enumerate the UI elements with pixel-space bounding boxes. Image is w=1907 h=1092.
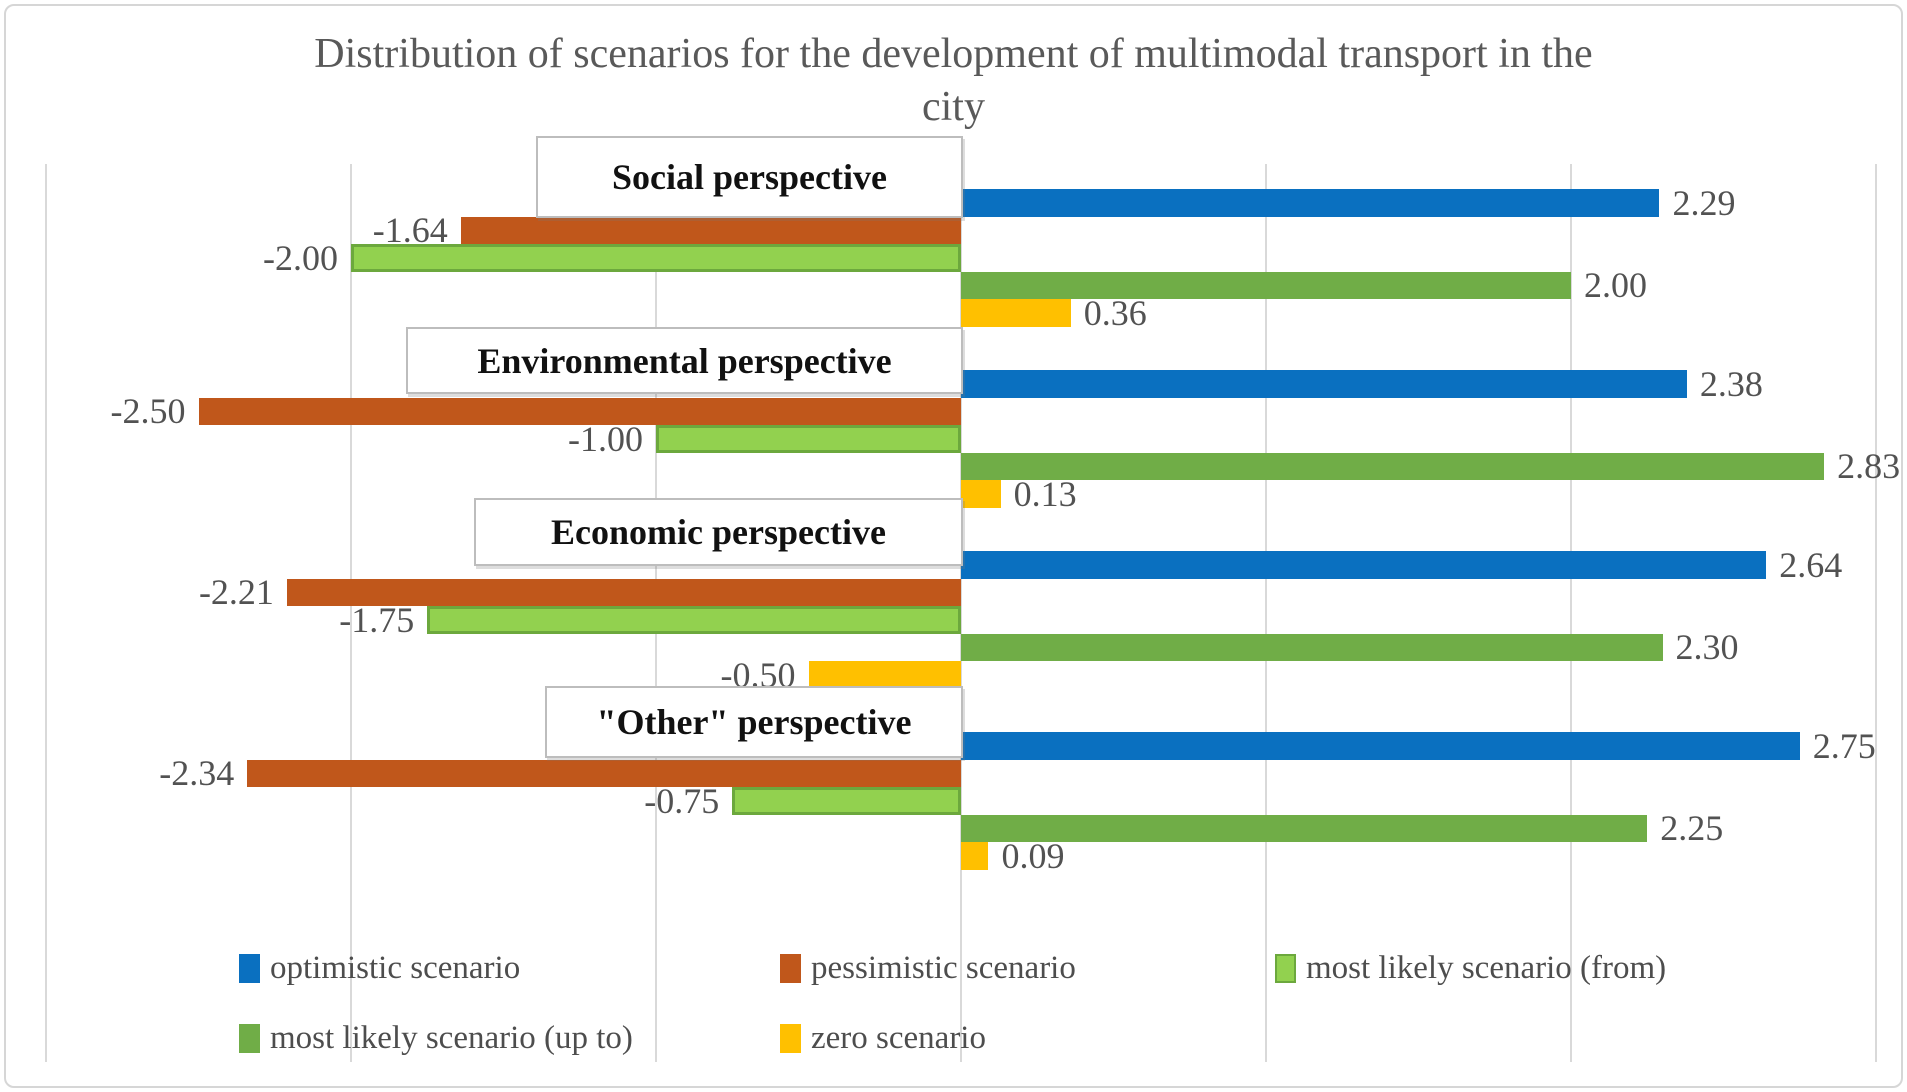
bar-value-label: 2.30: [1675, 627, 1739, 668]
gridline: [960, 164, 962, 1062]
plot-area: 2.29 2.38 2.64 2.75 -1.64 -2.50 -2.21 -2.34 -2.0…: [45, 136, 1900, 1062]
bar-value-label: -2.34: [159, 753, 235, 794]
bar-optimistic-scenario: [961, 551, 1767, 579]
bar-zero-scenario: [961, 299, 1071, 327]
bar-value-label: 2.25: [1660, 808, 1724, 849]
chart-title-text: Distribution of scenarios for the develo…: [314, 31, 1593, 130]
bar-value-label: -2.00: [263, 237, 338, 278]
gridline: [350, 164, 352, 1062]
bar-value-label: 2.64: [1779, 544, 1843, 585]
gridline: [1570, 164, 1572, 1062]
bar-most-likely-scenario-up-to: [961, 271, 1571, 299]
bar-value-label: -1.75: [339, 599, 415, 640]
bar-zero-scenario: [808, 661, 961, 689]
bar-value-label: -0.75: [644, 780, 720, 821]
bar-most-likely-scenario-from: [351, 244, 961, 272]
bar-value-label: 0.09: [1001, 835, 1065, 876]
bar-pessimistic-scenario: [247, 759, 961, 787]
bar-most-likely-scenario-up-to: [961, 814, 1648, 842]
gridline: [45, 164, 47, 1062]
bar-optimistic-scenario: [961, 370, 1687, 398]
bar-most-likely-scenario-from: [427, 606, 961, 634]
bar-value-label: 0.36: [1083, 292, 1147, 333]
bar-value-label: -2.50: [110, 391, 186, 432]
bar-pessimistic-scenario: [198, 397, 961, 425]
bar-value-label: 2.75: [1812, 725, 1876, 766]
category-label-box: Social perspective: [536, 136, 963, 218]
category-label-box: Economic perspective: [474, 498, 963, 566]
bar-zero-scenario: [961, 842, 989, 870]
category-label-box: "Other" perspective: [545, 686, 963, 758]
gridline: [1265, 164, 1267, 1062]
bar-value-label: 2.83: [1837, 446, 1901, 487]
chart-title: Distribution of scenarios for the develo…: [6, 28, 1901, 133]
bar-most-likely-scenario-from: [732, 787, 961, 815]
bar-most-likely-scenario-up-to: [961, 633, 1663, 661]
chart-figure: Distribution of scenarios for the develo…: [4, 4, 1903, 1088]
bar-value-label: -2.21: [198, 572, 274, 613]
bar-most-likely-scenario-from: [656, 425, 961, 453]
gridline: [1875, 164, 1877, 1062]
bar-value-label: -1.64: [372, 210, 448, 251]
bar-pessimistic-scenario: [286, 578, 961, 606]
bar-value-label: 2.38: [1699, 363, 1763, 404]
category-label-box: Environmental perspective: [406, 327, 963, 394]
bar-value-label: -1.00: [568, 418, 643, 459]
bar-value-label: 2.00: [1584, 265, 1647, 306]
bar-value-label: 0.13: [1013, 473, 1077, 514]
bar-optimistic-scenario: [961, 189, 1660, 217]
bar-most-likely-scenario-up-to: [961, 452, 1825, 480]
bar-optimistic-scenario: [961, 732, 1800, 760]
bar-pessimistic-scenario: [460, 216, 961, 244]
bar-zero-scenario: [961, 480, 1001, 508]
bar-value-label: 2.29: [1672, 182, 1736, 223]
